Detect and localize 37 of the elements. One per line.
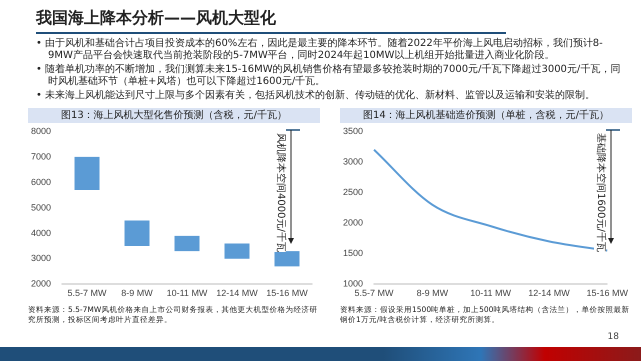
text: 18 — [608, 332, 619, 342]
y-tick-label: 2500 — [342, 187, 364, 198]
y-tick-label: 5000 — [30, 202, 52, 212]
bar — [224, 243, 250, 259]
text: • 由于风机和基础合计占项目投资成本的60%左右，因此是最主要的降本环节。随着2022年平价海上风电启动招标，我们预计8-9MW产品平台会快速取代当前抢装阶段的5-7MW平台，同时2024年起10MW以上机组开始批量进入商业化阶段。 — [36, 38, 604, 62]
y-tick-label: 1000 — [342, 278, 364, 289]
bar — [274, 251, 300, 266]
x-tick-label: 12-14 MW — [216, 288, 258, 298]
x-tick-label: 15-16 MW — [586, 288, 629, 298]
y-tick-label: 1500 — [342, 248, 364, 258]
y-tick-label: 3500 — [342, 126, 364, 136]
x-tick-label: 15-16 MW — [266, 288, 308, 298]
y-tick-label: 7000 — [30, 151, 52, 162]
y-tick-label: 2000 — [30, 278, 52, 289]
text: 我国海上降本分析——风机大型化 — [36, 8, 276, 29]
y-tick-label: 3000 — [30, 253, 52, 264]
chart-title: 图13：海上风机大型化售价预测（含税，元/千瓦） — [28, 108, 320, 123]
text: • 随着单机功率的不断增加，我们测算未来15-16MW的风机销售价格有望最多较抢装时期的7000元/千瓦下降超过3000元/千瓦，同时风机基础环节（单桩+风塔）也可以下降超过1600元/千瓦。 — [36, 64, 622, 88]
x-tick-label: 10-11 MW — [166, 288, 208, 298]
y-tick-label: 3000 — [342, 156, 364, 166]
annotation: 风机降本空间4000元/千瓦 — [274, 133, 286, 252]
y-tick-label: 6000 — [30, 176, 52, 187]
annotation: 基础降本空间1600元/千瓦 — [594, 133, 606, 252]
x-tick-label: 5.5-7 MW — [68, 288, 108, 298]
bar — [74, 156, 100, 190]
y-tick-label: 8000 — [30, 126, 52, 136]
text: • 未来海上风机能达到尺寸上限与多个因素有关，包括风机技术的创新、传动链的优化、新材料、监管以及运输和安装的限制。 — [36, 90, 596, 102]
x-tick-label: 5.5-7 MW — [354, 288, 394, 298]
chart-title: 图14：海上风机基础造价预测（单桩，含税，元/千瓦） — [340, 108, 632, 123]
bar — [124, 220, 150, 246]
x-tick-label: 8-9 MW — [121, 288, 154, 298]
bar — [174, 236, 200, 252]
x-tick-label: 10-11 MW — [470, 288, 512, 298]
y-tick-label: 2000 — [342, 218, 364, 228]
x-tick-label: 12-14 MW — [528, 288, 570, 298]
y-tick-label: 4000 — [30, 228, 52, 238]
x-tick-label: 8-9 MW — [416, 288, 449, 298]
